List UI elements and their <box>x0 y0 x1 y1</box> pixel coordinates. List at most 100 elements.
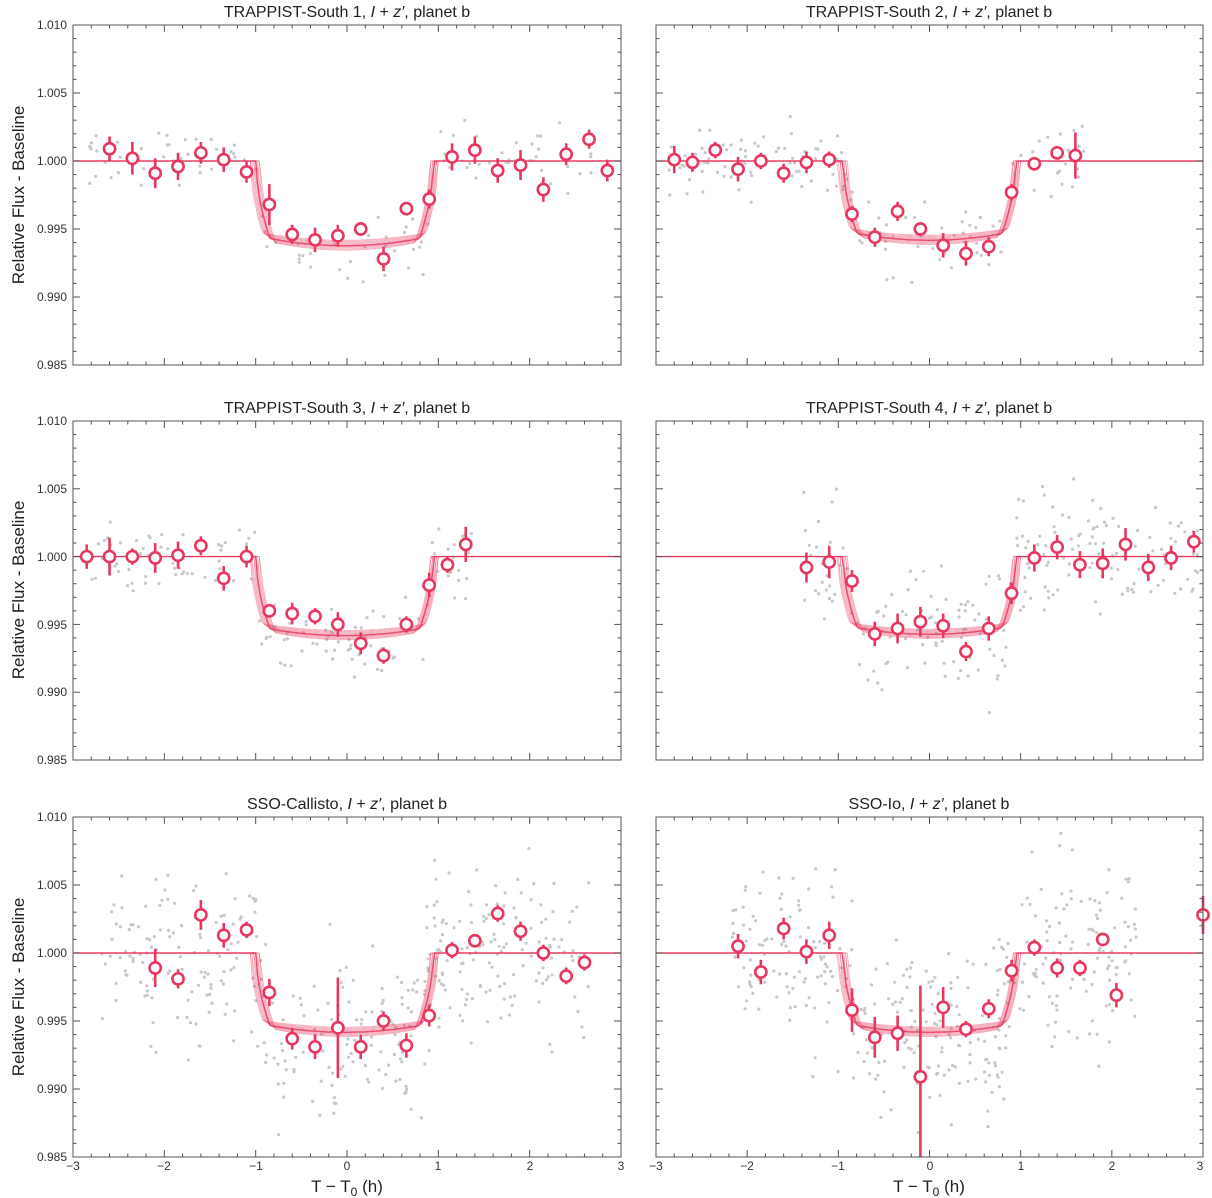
raw-data-point <box>333 648 337 652</box>
model-curve <box>656 952 1203 1035</box>
raw-data-point <box>1047 995 1051 999</box>
raw-data-point <box>89 141 93 145</box>
raw-data-point <box>797 899 801 903</box>
raw-data-point <box>955 1024 960 1028</box>
raw-data-point <box>171 561 175 565</box>
raw-data-point <box>502 922 506 926</box>
raw-data-point <box>835 184 839 188</box>
raw-data-point <box>1051 593 1055 597</box>
raw-data-point <box>428 952 432 957</box>
raw-data-point <box>851 1032 856 1036</box>
raw-data-point <box>159 545 163 549</box>
raw-data-point <box>162 155 166 159</box>
raw-data-point <box>157 131 161 135</box>
raw-data-point <box>222 913 226 917</box>
raw-data-point <box>1102 520 1107 524</box>
binned-point <box>1027 156 1042 171</box>
raw-data-point <box>369 644 373 648</box>
raw-data-point <box>1062 907 1066 911</box>
raw-data-point <box>1043 585 1047 589</box>
y-tick-labels: 0.985 0.990 0.995 1.000 1.005 1.010 <box>37 414 67 767</box>
y-tick-label: 0.990 <box>37 1082 67 1096</box>
raw-data-point <box>1123 920 1127 924</box>
raw-data-point <box>984 962 988 967</box>
raw-data-point <box>126 584 130 588</box>
raw-data-point <box>1126 586 1130 590</box>
raw-data-point <box>827 1000 831 1005</box>
raw-data-point <box>145 937 149 941</box>
raw-data-point <box>1069 947 1073 951</box>
raw-data-point <box>319 1079 323 1083</box>
raw-data-point <box>338 968 342 973</box>
raw-data-point <box>816 975 820 979</box>
raw-data-point <box>962 627 966 632</box>
raw-data-point <box>316 1008 320 1012</box>
raw-data-point <box>797 169 801 173</box>
raw-data-point <box>822 955 826 959</box>
raw-data-point <box>330 657 335 661</box>
raw-data-point <box>457 568 461 572</box>
raw-data-point <box>469 1041 473 1045</box>
raw-data-point <box>806 926 811 930</box>
raw-data-point <box>364 1010 368 1014</box>
raw-data-point <box>926 635 930 639</box>
raw-data-point <box>1076 175 1081 179</box>
raw-data-point <box>502 904 506 908</box>
raw-data-point <box>788 1006 792 1010</box>
raw-data-point <box>819 139 823 143</box>
raw-data-point <box>823 982 827 986</box>
raw-data-point <box>1030 850 1034 854</box>
raw-data-point <box>997 1028 1001 1032</box>
binned-point <box>1050 540 1065 555</box>
raw-data-point <box>248 894 252 898</box>
raw-data-point <box>1004 1046 1008 1050</box>
raw-data-point <box>502 945 506 949</box>
axis-ticks <box>72 24 622 366</box>
raw-data-point <box>966 1079 970 1083</box>
raw-data-point <box>365 616 369 620</box>
raw-data-point <box>283 1059 287 1063</box>
raw-data-point <box>560 938 564 942</box>
raw-data-point <box>539 903 543 907</box>
raw-data-point <box>748 980 752 984</box>
raw-data-point <box>198 1044 202 1048</box>
raw-data-point <box>179 924 184 928</box>
binned-point <box>981 239 996 254</box>
raw-data-point <box>328 922 332 927</box>
raw-data-point <box>549 956 554 960</box>
raw-data-point <box>1020 534 1024 538</box>
raw-data-point <box>552 937 556 941</box>
raw-data-point <box>923 200 927 204</box>
model-curve <box>73 556 621 640</box>
raw-data-point <box>93 576 97 580</box>
raw-data-point <box>1011 162 1015 166</box>
raw-data-point <box>511 973 516 977</box>
raw-data-point <box>680 163 684 167</box>
raw-data-point <box>807 543 811 547</box>
binned-point <box>845 1003 859 1018</box>
raw-data-point <box>346 1037 350 1041</box>
raw-data-point <box>105 536 109 540</box>
raw-data-point <box>259 958 263 963</box>
binned-point <box>913 614 928 629</box>
plot-frame <box>655 420 1204 761</box>
raw-data-point <box>1041 484 1045 489</box>
raw-data-point <box>194 884 198 888</box>
binned-points <box>731 895 1210 1157</box>
raw-data-point <box>1126 589 1130 593</box>
raw-data-point <box>935 1072 939 1076</box>
raw-data-point <box>1132 581 1136 586</box>
raw-data-point <box>819 974 823 978</box>
raw-data-point <box>721 143 725 147</box>
raw-data-point <box>898 1000 902 1005</box>
binned-point <box>981 621 996 636</box>
raw-data-point <box>301 254 305 258</box>
model-curve <box>656 555 1203 635</box>
raw-data-point <box>1129 998 1133 1002</box>
x-tick-label: 1 <box>1018 1159 1025 1173</box>
raw-data-point <box>276 1062 280 1066</box>
raw-data-point <box>207 1010 211 1015</box>
raw-data-point <box>909 966 913 970</box>
binned-point <box>422 578 437 592</box>
raw-data-point <box>1067 515 1071 520</box>
